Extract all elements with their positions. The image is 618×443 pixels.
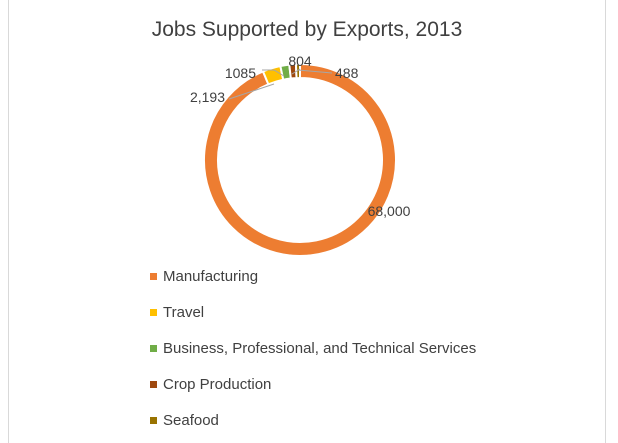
data-label: 488 — [335, 65, 359, 81]
leader-line — [228, 83, 275, 100]
slice-seafood — [294, 62, 301, 80]
legend-label: Crop Production — [163, 375, 272, 393]
legend: Manufacturing Travel Business, Professio… — [150, 258, 476, 438]
data-label: 1085 — [225, 65, 256, 81]
data-label: 2,193 — [190, 89, 225, 105]
legend-label: Business, Professional, and Technical Se… — [163, 339, 477, 357]
leader-line — [262, 69, 285, 77]
legend-swatch — [150, 380, 157, 388]
legend-item-travel: Travel — [150, 294, 476, 330]
legend-item-business-services: Business, Professional, and Technical Se… — [150, 330, 476, 366]
legend-label: Travel — [163, 303, 205, 321]
legend-item-seafood: Seafood — [150, 402, 476, 438]
slice-manufacturing — [203, 62, 397, 257]
legend-item-crop-production: Crop Production — [150, 366, 476, 402]
legend-swatch — [150, 416, 157, 424]
legend-swatch — [150, 272, 157, 280]
legend-label: Manufacturing — [163, 267, 259, 285]
chart-title: Jobs Supported by Exports, 2013 — [151, 18, 463, 41]
legend-label: Seafood — [163, 411, 219, 429]
legend-swatch — [150, 308, 157, 316]
legend-swatch — [150, 344, 157, 352]
legend-item-manufacturing: Manufacturing — [150, 258, 476, 294]
data-label: 804 — [288, 53, 312, 69]
leader-line — [297, 69, 333, 74]
data-label: 68,000 — [368, 203, 411, 219]
